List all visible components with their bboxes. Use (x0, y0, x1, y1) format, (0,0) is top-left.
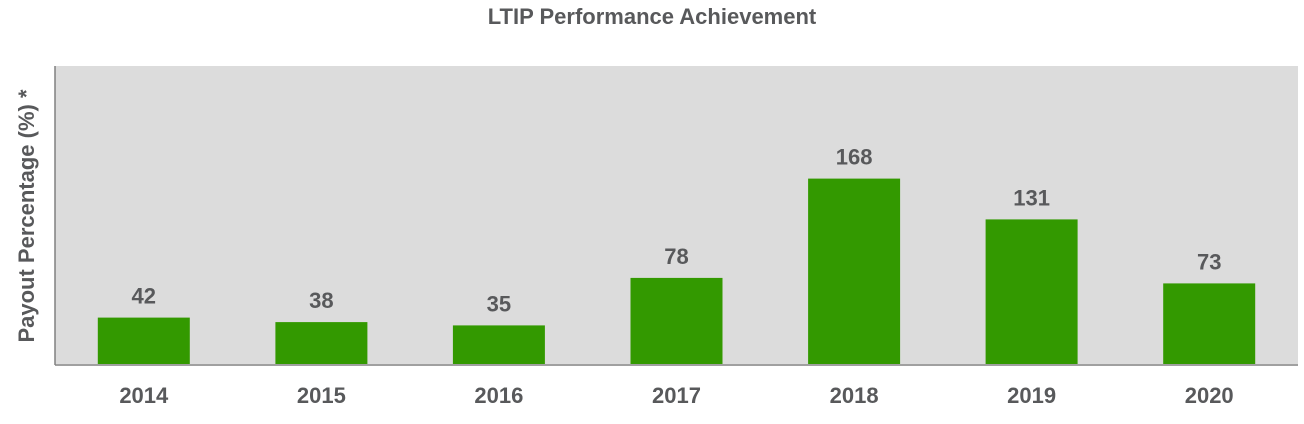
bar-series (97, 178, 1256, 364)
bar-2017 (630, 277, 723, 364)
bar-2018 (808, 178, 901, 364)
bar-2014 (97, 317, 190, 364)
data-label-2019: 131 (1013, 185, 1050, 210)
chart-title: LTIP Performance Achievement (488, 4, 817, 29)
data-label-2016: 35 (487, 291, 511, 316)
data-labels: 42 38 35 78 168 131 73 (132, 145, 1222, 317)
data-label-2015: 38 (309, 288, 333, 313)
data-label-2020: 73 (1197, 249, 1221, 274)
x-tick-label-2019: 2019 (1007, 383, 1056, 408)
data-label-2018: 168 (836, 145, 873, 170)
x-tick-label-2020: 2020 (1185, 383, 1234, 408)
data-label-2017: 78 (664, 244, 688, 269)
x-axis-ticks: 2014 2015 2016 2017 2018 2019 2020 (119, 383, 1233, 408)
x-tick-label-2016: 2016 (474, 383, 523, 408)
bar-2015 (275, 322, 368, 364)
x-tick-label-2017: 2017 (652, 383, 701, 408)
x-tick-label-2018: 2018 (830, 383, 879, 408)
data-label-2014: 42 (132, 284, 156, 309)
bar-2020 (1163, 283, 1256, 364)
bar-2016 (452, 325, 545, 364)
x-tick-label-2015: 2015 (297, 383, 346, 408)
y-axis-label: Payout Percentage (%) * (14, 89, 39, 343)
x-tick-label-2014: 2014 (119, 383, 169, 408)
bar-2019 (985, 219, 1078, 364)
